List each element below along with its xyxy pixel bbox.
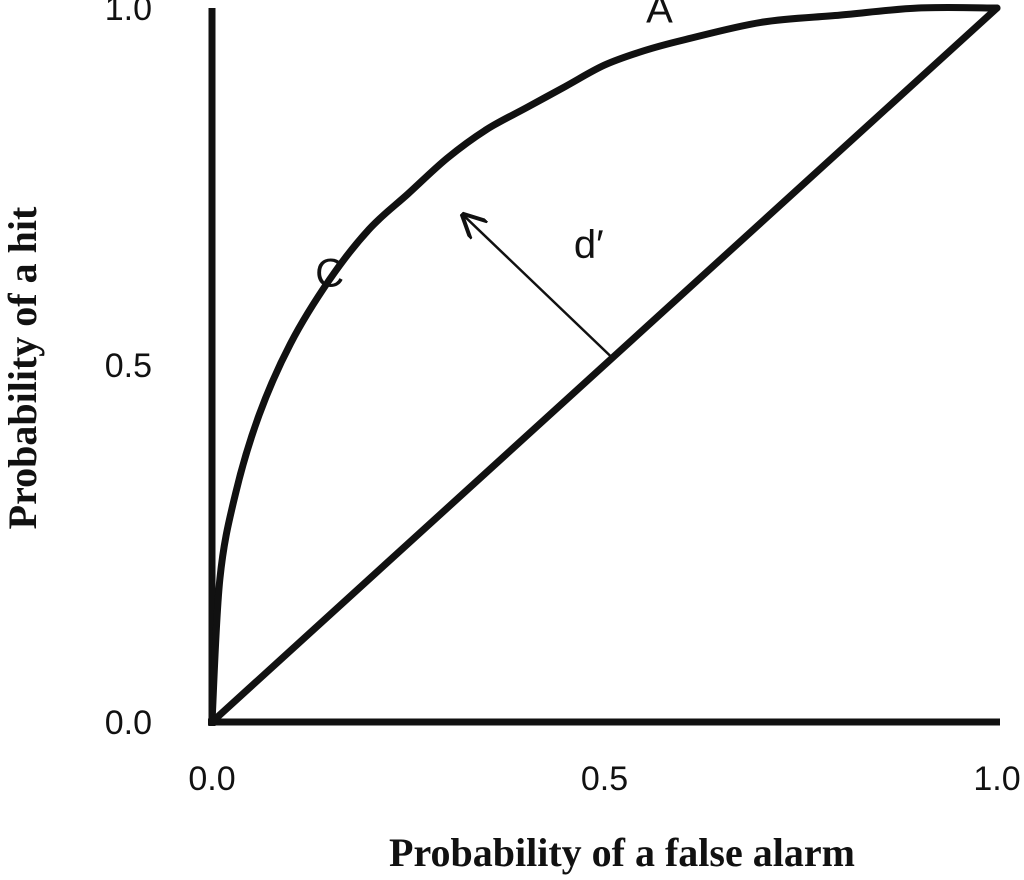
curve-annotation: A bbox=[646, 0, 673, 31]
arrow-layer bbox=[463, 215, 614, 359]
x-tick-label: 0.5 bbox=[581, 760, 628, 798]
roc-curve bbox=[208, 3, 1001, 726]
annotation-layer: A Cd′ bbox=[315, 0, 673, 295]
x-tick-label: 1.0 bbox=[973, 760, 1020, 798]
x-axis-title: Probability of a false alarm bbox=[389, 830, 855, 875]
series-layer bbox=[208, 3, 1001, 726]
tick-layer: 0.0 0.5 1.0 0.0 0.5 1.0 bbox=[105, 0, 1021, 798]
x-tick-label: 0.0 bbox=[188, 760, 235, 798]
y-tick-label: 1.0 bbox=[105, 0, 152, 28]
curve-annotation: d′ bbox=[574, 223, 604, 267]
curve-annotation: C bbox=[315, 251, 344, 295]
chance-diagonal-line bbox=[208, 4, 1001, 726]
y-tick-label: 0.5 bbox=[105, 347, 152, 385]
y-axis-title: Probability of a hit bbox=[0, 206, 45, 529]
y-tick-label: 0.0 bbox=[105, 704, 152, 742]
d-prime-arrow bbox=[463, 215, 614, 359]
